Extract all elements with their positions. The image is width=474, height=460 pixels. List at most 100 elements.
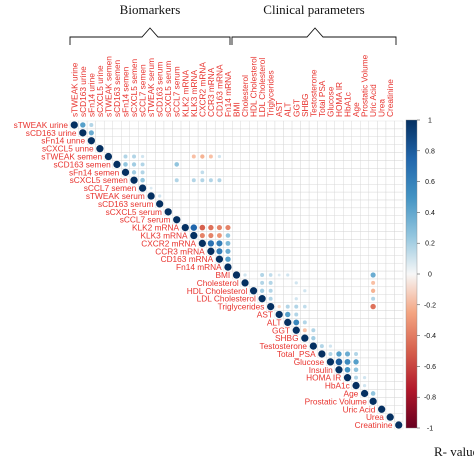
grid-cell xyxy=(283,128,293,137)
grid-cell xyxy=(249,128,259,137)
correlation-circle xyxy=(370,272,376,278)
correlation-circle xyxy=(217,154,222,159)
grid-cell xyxy=(240,184,250,193)
diagonal-circle xyxy=(130,176,138,184)
correlation-circle xyxy=(200,178,205,183)
row-label: GGT xyxy=(272,325,290,335)
grid-cell xyxy=(317,176,327,185)
correlation-circle xyxy=(311,336,316,341)
diagonal-circle xyxy=(173,216,181,224)
grid-cell xyxy=(325,318,335,327)
correlation-circle xyxy=(174,162,180,167)
grid-cell xyxy=(155,136,165,145)
grid-cell xyxy=(189,184,199,193)
grid-cell xyxy=(274,286,284,295)
grid-cell xyxy=(360,334,370,343)
grid-cell xyxy=(377,365,387,374)
grid-cell xyxy=(343,270,352,280)
grid-cell xyxy=(146,136,156,145)
correlation-circle xyxy=(335,358,343,366)
correlation-circle xyxy=(131,162,137,167)
grid-cell xyxy=(232,136,241,145)
grid-cell xyxy=(249,176,259,185)
grid-cell xyxy=(308,152,318,161)
grid-cell xyxy=(385,286,395,295)
grid-cell xyxy=(300,223,310,232)
grid-cell xyxy=(394,389,404,398)
grid-cell xyxy=(206,207,216,216)
grid-cell xyxy=(214,199,224,209)
grid-cell xyxy=(180,128,190,137)
grid-cell xyxy=(300,136,310,145)
grid-cell xyxy=(257,184,267,193)
grid-cell xyxy=(172,152,182,161)
grid-cell xyxy=(214,191,224,201)
grid-cell xyxy=(232,120,241,130)
correlation-circle xyxy=(208,232,214,239)
correlation-circle xyxy=(354,351,359,356)
grid-cell xyxy=(317,278,327,288)
diagonal-circle xyxy=(386,413,394,421)
diagonal-circle xyxy=(343,374,352,382)
correlation-circle xyxy=(302,320,307,325)
grid-cell xyxy=(325,152,335,161)
grid-cell xyxy=(291,152,301,161)
grid-cell xyxy=(274,223,284,232)
column-label: sCD163 urine xyxy=(78,66,88,117)
grid-cell xyxy=(377,191,387,201)
grid-cell xyxy=(394,365,404,374)
grid-cell xyxy=(368,334,378,343)
correlation-circle xyxy=(158,194,162,198)
grid-cell xyxy=(325,184,335,193)
grid-cell xyxy=(394,231,404,240)
grid-cell xyxy=(325,191,335,201)
row-label: sFn14 semen xyxy=(69,167,120,177)
grid-cell xyxy=(197,136,207,145)
colorbar-tick-label: -0.6 xyxy=(424,364,436,371)
column-label: BMI xyxy=(232,102,242,117)
grid-cell xyxy=(274,120,284,130)
correlation-circle xyxy=(268,280,273,285)
grid-cell xyxy=(394,247,404,256)
grid-cell xyxy=(257,207,267,216)
correlation-circle xyxy=(207,240,215,247)
grid-cell xyxy=(394,184,404,193)
grid-cell xyxy=(385,365,395,374)
grid-cell xyxy=(206,128,216,137)
grid-cell xyxy=(351,310,361,319)
row-label: Insulin xyxy=(309,365,333,375)
grid-cell xyxy=(155,144,165,153)
grid-cell xyxy=(180,160,190,169)
grid-cell xyxy=(121,144,130,153)
grid-cell xyxy=(266,239,276,248)
row-label: sTWEAK semen xyxy=(41,152,102,162)
grid-cell xyxy=(249,223,259,232)
grid-cell xyxy=(257,199,267,209)
grid-cell xyxy=(129,144,139,153)
grid-cell xyxy=(283,207,293,216)
grid-cell xyxy=(249,160,259,169)
grid-cell xyxy=(351,318,361,327)
grid-cell xyxy=(232,215,241,224)
grid-cell xyxy=(223,207,233,216)
grid-cell xyxy=(377,270,387,280)
grid-cell xyxy=(291,199,301,209)
grid-cell xyxy=(377,255,387,264)
correlation-circle xyxy=(362,383,367,388)
grid-cell xyxy=(197,120,207,130)
grid-cell xyxy=(197,215,207,224)
grid-cell xyxy=(232,144,241,153)
column-label: Age xyxy=(351,102,361,117)
column-label: sCD163 semen xyxy=(112,59,122,117)
grid-cell xyxy=(95,128,105,137)
grid-cell xyxy=(334,120,344,130)
grid-cell xyxy=(283,152,293,161)
grid-cell xyxy=(274,262,284,272)
column-label: sFn14 semen xyxy=(121,66,131,117)
grid-cell xyxy=(385,160,395,169)
grid-cell xyxy=(325,144,335,153)
grid-cell xyxy=(308,223,318,232)
row-label: sCD163 urine xyxy=(26,128,77,138)
grid-cell xyxy=(274,247,284,256)
grid-cell xyxy=(368,199,378,209)
